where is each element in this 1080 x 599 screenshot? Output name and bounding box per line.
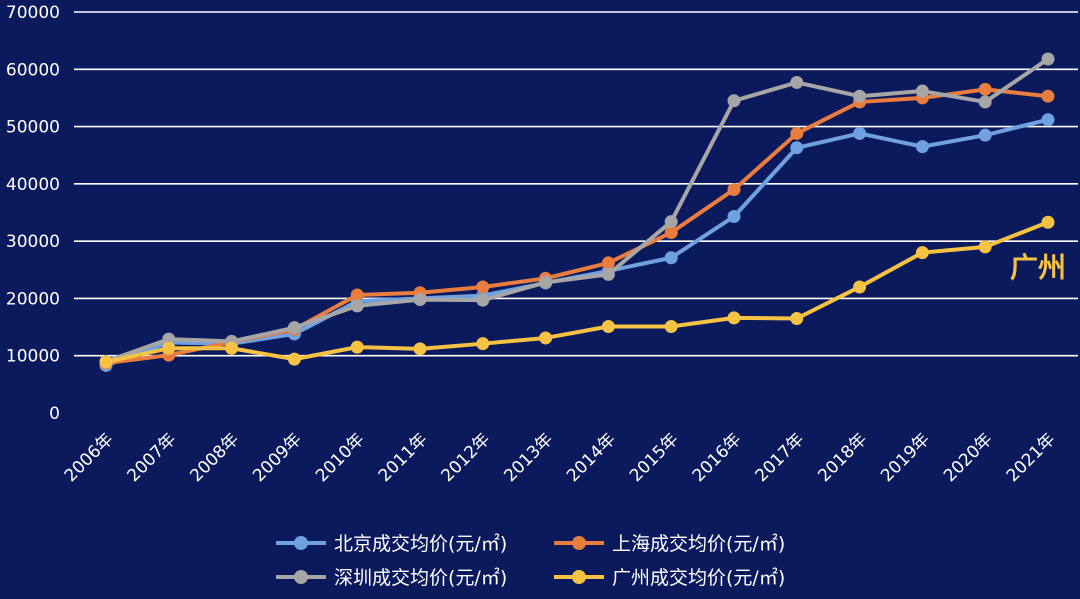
y-tick-label: 60000 [6, 60, 60, 80]
data-point [1041, 89, 1055, 103]
series-group [99, 215, 1055, 369]
data-point [539, 275, 553, 289]
x-tick-label: 2020年 [940, 429, 997, 486]
x-tick-label: 2010年 [312, 429, 369, 486]
x-tick-label: 2008年 [186, 429, 243, 486]
data-point [350, 288, 364, 302]
y-tick-label: 40000 [6, 175, 60, 195]
data-point [790, 75, 804, 89]
y-tick-label: 0 [49, 404, 60, 424]
y-tick-label: 50000 [6, 118, 60, 138]
x-tick-label: 2019年 [877, 429, 934, 486]
gridlines [74, 11, 1078, 357]
legend-swatch-marker [294, 536, 308, 550]
data-point [162, 332, 176, 346]
legend-item: 北京成交均价(元/㎡) [276, 532, 507, 555]
x-axis-tick-labels: 2006年 2007年 2008年 2009年 2010年 2011年 2012年 2013年… [61, 429, 1060, 486]
data-point [664, 215, 678, 229]
legend-item: 深圳成交均价(元/㎡) [276, 566, 507, 589]
data-point [978, 95, 992, 109]
y-tick-label: 70000 [6, 3, 60, 23]
legend-swatch-marker [294, 570, 308, 584]
series-line [104, 220, 1050, 365]
data-point [413, 342, 427, 356]
data-point [601, 267, 615, 281]
y-axis-tick-labels: 0 10000 20000 30000 40000 50000 60000 70000 [6, 3, 60, 424]
series-line [104, 117, 1050, 368]
data-point [664, 226, 678, 240]
data-point [915, 246, 929, 260]
data-point [350, 340, 364, 354]
x-tick-label: 2013年 [500, 429, 557, 486]
legend-item: 广州成交均价(元/㎡) [554, 566, 785, 589]
legend: 北京成交均价(元/㎡) 上海成交均价(元/㎡) 深圳成交均价(元/㎡) 广州成交均价(… [276, 532, 785, 589]
data-point [413, 293, 427, 307]
legend-label: 广州成交均价(元/㎡) [612, 566, 785, 589]
x-tick-label: 2006年 [61, 429, 118, 486]
x-tick-label: 2021年 [1003, 429, 1060, 486]
x-tick-label: 2016年 [689, 429, 746, 486]
data-point [476, 337, 490, 351]
legend-swatch-marker [572, 570, 586, 584]
x-tick-label: 2011年 [375, 429, 432, 486]
data-point [601, 319, 615, 333]
y-tick-label: 20000 [6, 289, 60, 309]
legend-label: 深圳成交均价(元/㎡) [334, 566, 507, 589]
data-point [727, 311, 741, 325]
guangzhou-annotation: 广州 [1010, 251, 1066, 284]
data-point [978, 82, 992, 96]
data-point [664, 319, 678, 333]
data-point [1041, 215, 1055, 229]
data-point [99, 355, 113, 369]
data-point [853, 89, 867, 103]
x-tick-label: 2015年 [626, 429, 683, 486]
x-tick-label: 2018年 [814, 429, 871, 486]
data-point [915, 140, 929, 154]
data-point [853, 126, 867, 140]
y-tick-label: 10000 [6, 347, 60, 367]
x-tick-label: 2017年 [752, 429, 809, 486]
data-point [664, 251, 678, 265]
data-point [727, 210, 741, 224]
data-point [790, 126, 804, 140]
x-tick-label: 2009年 [249, 429, 306, 486]
data-point [978, 128, 992, 142]
data-point [790, 141, 804, 155]
x-tick-label: 2007年 [124, 429, 181, 486]
data-point [162, 341, 176, 355]
series-lines [99, 52, 1055, 372]
data-point [1041, 113, 1055, 127]
legend-swatch-marker [572, 536, 586, 550]
data-point [727, 94, 741, 108]
data-point [978, 240, 992, 254]
data-point [225, 341, 239, 355]
legend-item: 上海成交均价(元/㎡) [554, 532, 785, 555]
x-tick-label: 2012年 [438, 429, 495, 486]
data-point [601, 256, 615, 270]
series-line [104, 56, 1050, 364]
data-point [915, 84, 929, 98]
data-point [476, 293, 490, 307]
data-point [539, 331, 553, 345]
data-point [350, 299, 364, 313]
data-point [853, 280, 867, 294]
x-tick-label: 2014年 [563, 429, 620, 486]
legend-label: 北京成交均价(元/㎡) [334, 532, 507, 555]
data-point [727, 183, 741, 197]
data-point [287, 352, 301, 366]
y-tick-label: 30000 [6, 232, 60, 252]
series-line [104, 87, 1050, 366]
data-point [476, 280, 490, 294]
legend-label: 上海成交均价(元/㎡) [612, 532, 785, 555]
series-group [99, 52, 1055, 368]
data-point [1041, 52, 1055, 66]
data-point [790, 311, 804, 325]
data-point [287, 321, 301, 335]
